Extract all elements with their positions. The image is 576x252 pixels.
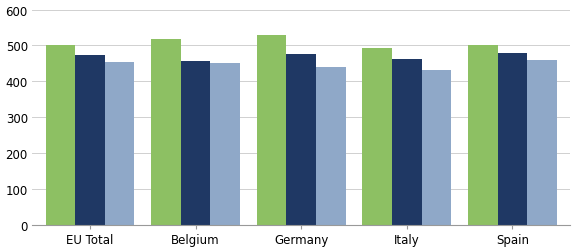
Bar — [527, 61, 557, 225]
Bar — [257, 36, 286, 225]
Bar — [210, 64, 240, 225]
Bar — [316, 68, 346, 225]
Bar — [392, 59, 422, 225]
Bar — [286, 55, 316, 225]
Bar — [46, 46, 75, 225]
Bar — [468, 46, 498, 225]
Bar — [75, 56, 105, 225]
Bar — [181, 62, 210, 225]
Bar — [422, 71, 451, 225]
Bar — [105, 62, 134, 225]
Bar — [151, 40, 181, 225]
Bar — [362, 49, 392, 225]
Bar — [498, 54, 527, 225]
